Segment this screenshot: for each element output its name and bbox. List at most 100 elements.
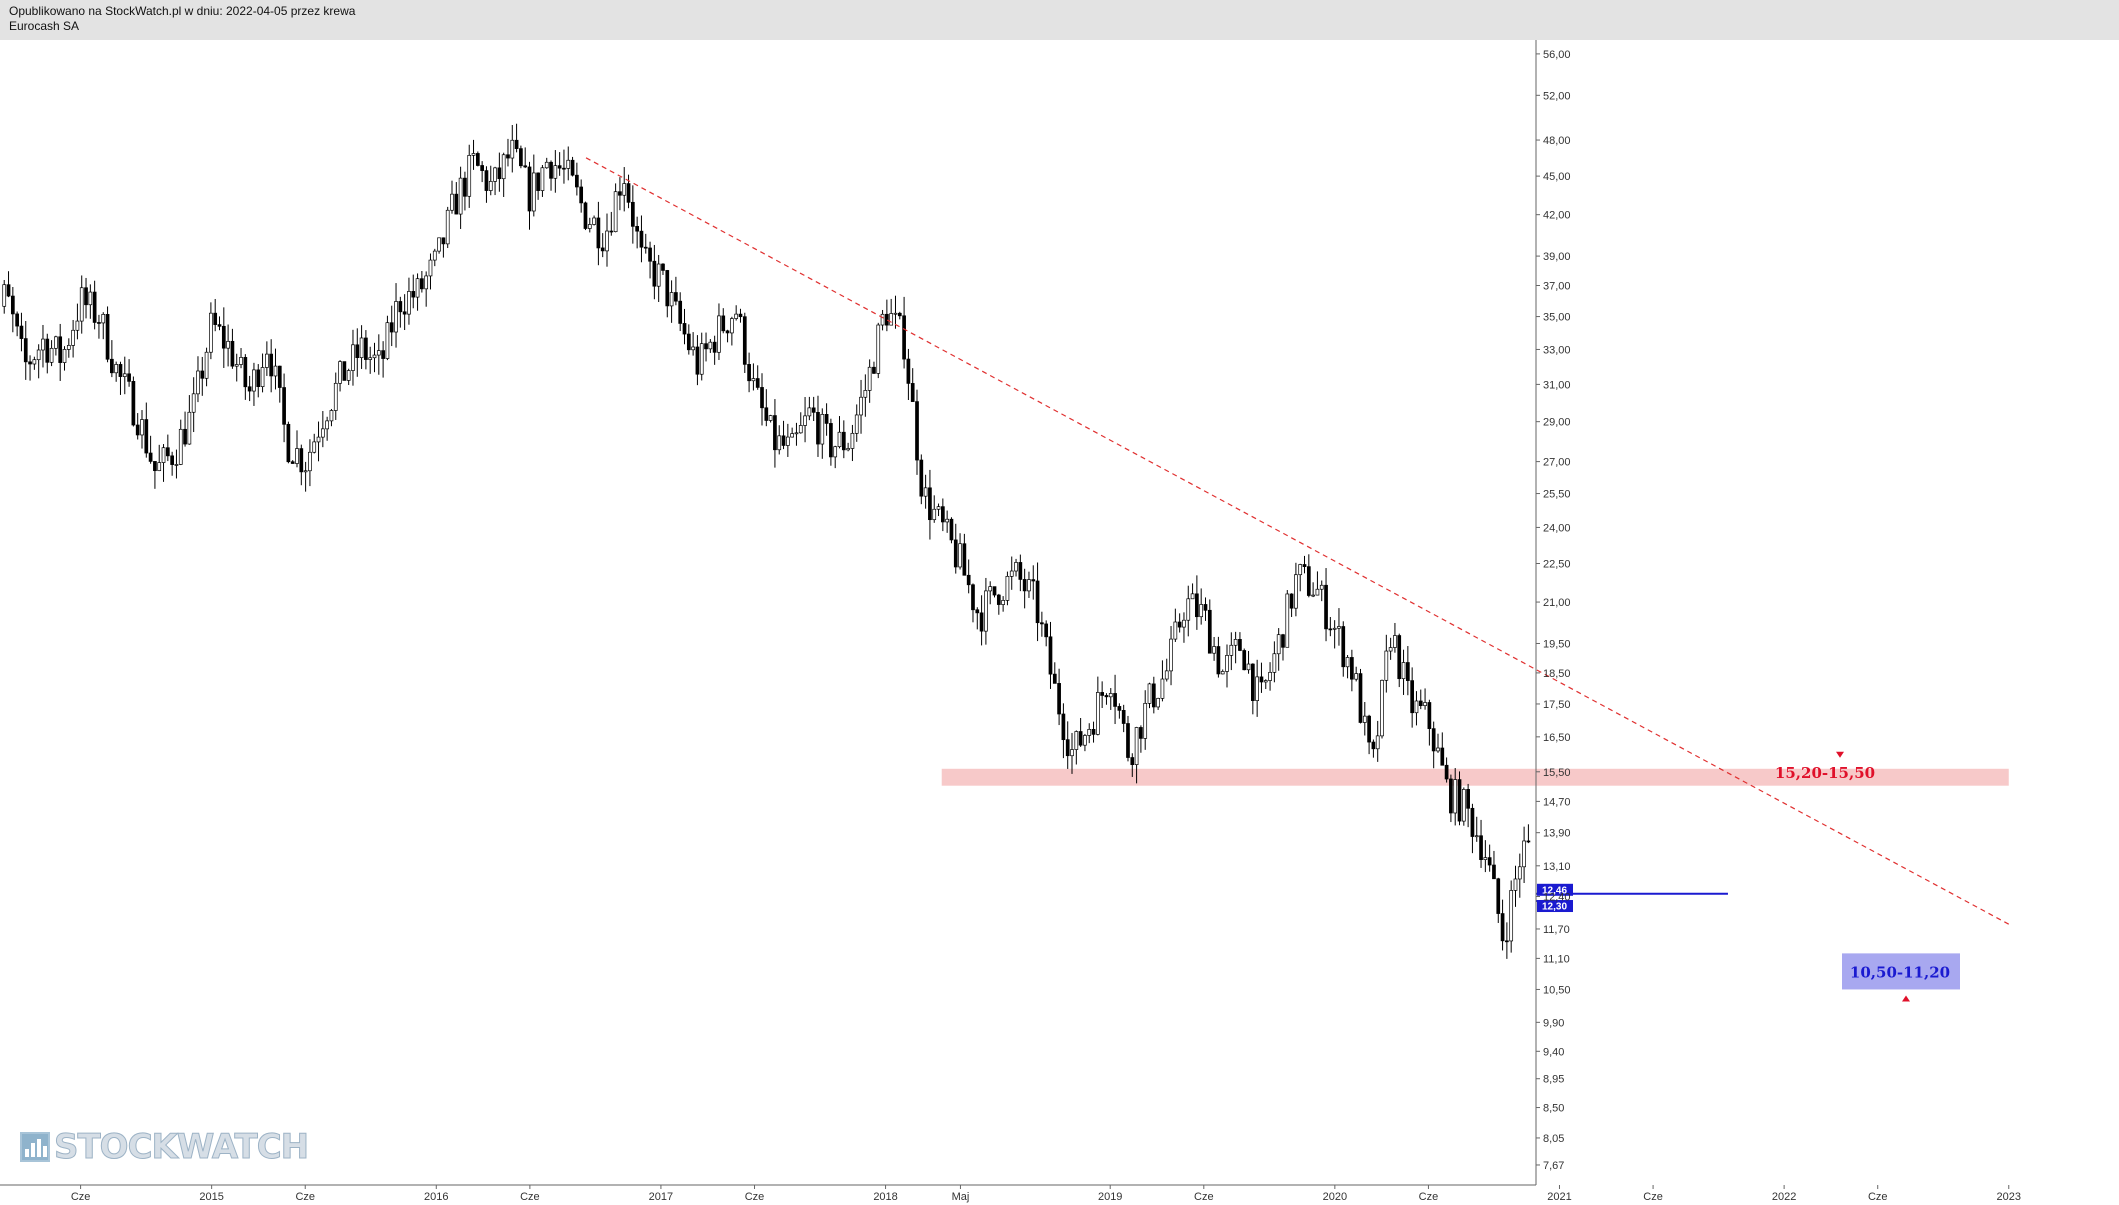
candle-body bbox=[1496, 878, 1501, 914]
candle-body bbox=[919, 459, 924, 497]
candle-body bbox=[157, 462, 162, 472]
candle-body bbox=[854, 414, 859, 434]
x-tick-label: Cze bbox=[1643, 1191, 1663, 1203]
candle-body bbox=[1229, 644, 1234, 656]
candle-body bbox=[682, 323, 687, 335]
candle-body bbox=[785, 436, 790, 446]
candle-body bbox=[488, 181, 493, 191]
candle-body bbox=[592, 217, 596, 225]
candle-body bbox=[1040, 622, 1044, 625]
candle-body bbox=[243, 357, 248, 388]
candle-body bbox=[760, 387, 764, 409]
candle-body bbox=[260, 367, 265, 387]
candle-body bbox=[1414, 700, 1419, 714]
candle-body bbox=[196, 370, 200, 395]
candle-body bbox=[1022, 579, 1027, 592]
candle-body bbox=[1479, 835, 1483, 860]
candle-body bbox=[1384, 650, 1389, 681]
candle-body bbox=[191, 393, 196, 413]
candle-body bbox=[1104, 695, 1109, 698]
candle-body bbox=[656, 263, 661, 287]
y-tick-label: 21,00 bbox=[1543, 597, 1571, 609]
candle-body bbox=[342, 361, 347, 381]
candle-body bbox=[1173, 621, 1178, 640]
candle-body bbox=[420, 278, 424, 290]
candle-body bbox=[1272, 653, 1277, 673]
candle-body bbox=[428, 259, 433, 277]
y-tick-label: 31,00 bbox=[1543, 379, 1571, 391]
candle-body bbox=[368, 357, 373, 360]
y-tick-label: 29,00 bbox=[1543, 417, 1571, 429]
candle-body bbox=[28, 361, 32, 365]
candle-body bbox=[1134, 727, 1139, 765]
candle-body bbox=[940, 506, 945, 523]
candle-body bbox=[1190, 593, 1195, 600]
candle-body bbox=[575, 174, 579, 188]
candle-body bbox=[1276, 634, 1281, 655]
candle-body bbox=[600, 247, 605, 252]
x-tick-label: Cze bbox=[1419, 1191, 1439, 1203]
candle-body bbox=[303, 470, 308, 473]
candle-body bbox=[1487, 857, 1492, 866]
candle-body bbox=[579, 186, 584, 204]
x-tick-label: Cze bbox=[520, 1191, 540, 1203]
candle-body bbox=[1117, 706, 1122, 711]
bar-chart-icon bbox=[20, 1132, 50, 1162]
candle-body bbox=[165, 447, 170, 457]
y-tick-label: 13,10 bbox=[1543, 861, 1571, 873]
y-tick-label: 14,70 bbox=[1543, 796, 1571, 808]
y-tick-label: 9,90 bbox=[1543, 1017, 1564, 1029]
candle-body bbox=[1156, 698, 1160, 708]
y-tick-label: 8,95 bbox=[1543, 1074, 1564, 1086]
candle-body bbox=[798, 425, 803, 434]
candle-body bbox=[824, 414, 829, 424]
candle-body bbox=[730, 318, 734, 334]
x-tick-label: 2020 bbox=[1323, 1191, 1347, 1203]
candle-body bbox=[557, 165, 562, 169]
candle-body bbox=[178, 428, 183, 465]
candle-body bbox=[562, 167, 566, 170]
candle-body bbox=[493, 167, 497, 182]
candle-body bbox=[144, 419, 149, 454]
candle-body bbox=[587, 224, 592, 229]
resistance-zone-label: 15,20-15,50 bbox=[1775, 764, 1875, 782]
candle-body bbox=[609, 230, 614, 233]
x-tick-label: Cze bbox=[295, 1191, 315, 1203]
candle-body bbox=[458, 177, 463, 215]
candle-body bbox=[131, 381, 136, 426]
candle-body bbox=[1070, 749, 1074, 757]
candle-body bbox=[1057, 683, 1061, 715]
candle-body bbox=[1108, 693, 1113, 698]
candle-body bbox=[1285, 593, 1290, 648]
candle-body bbox=[897, 312, 902, 317]
candle-body bbox=[816, 412, 820, 445]
candle-body bbox=[1212, 646, 1216, 654]
candle-body bbox=[1177, 621, 1182, 628]
candle-body bbox=[1444, 764, 1449, 780]
candle-body bbox=[325, 420, 329, 430]
candle-body bbox=[1440, 747, 1445, 766]
candle-body bbox=[1250, 663, 1255, 701]
candle-body bbox=[1453, 779, 1458, 814]
candle-body bbox=[966, 574, 971, 586]
candle-body bbox=[945, 518, 949, 523]
candle-body bbox=[170, 455, 174, 465]
candle-body bbox=[932, 508, 937, 521]
candle-body bbox=[540, 167, 545, 191]
candle-body bbox=[153, 461, 157, 472]
candle-body bbox=[841, 431, 846, 451]
x-tick-label: 2015 bbox=[199, 1191, 223, 1203]
candle-body bbox=[1418, 700, 1423, 706]
x-axis: Cze 2015 Cze 2016 Cze 2017 Cze 2018 Maj 2019 Cze 20… bbox=[0, 1184, 2021, 1203]
candle-body bbox=[850, 432, 855, 449]
candle-body bbox=[355, 344, 360, 359]
candle-body bbox=[635, 226, 639, 232]
candle-body bbox=[1457, 779, 1462, 822]
candle-body bbox=[674, 292, 678, 302]
candle-body bbox=[1513, 878, 1518, 891]
candle-body bbox=[1298, 564, 1303, 576]
candle-body bbox=[553, 165, 558, 179]
candle-body bbox=[247, 386, 252, 392]
level-tag bbox=[1537, 900, 1573, 913]
candle-body bbox=[902, 315, 906, 360]
